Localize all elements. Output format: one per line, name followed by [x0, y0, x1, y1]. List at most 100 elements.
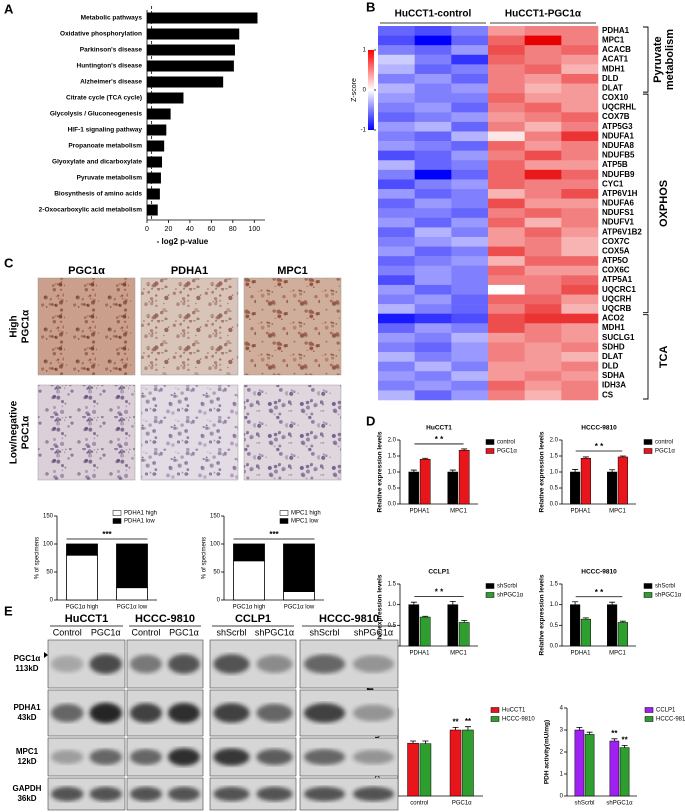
group-bracket	[643, 26, 649, 93]
heatmap-cell	[451, 131, 489, 142]
bar-segment	[66, 543, 98, 556]
heatmap-cell	[378, 169, 415, 180]
group-bracket	[643, 93, 649, 314]
row-label: NDUFA6	[602, 199, 635, 208]
heatmap-cell	[414, 131, 452, 142]
heatmap-cell	[488, 45, 525, 56]
row-label: MPC1	[602, 35, 625, 44]
heatmap-cell	[414, 227, 452, 238]
x-tick-label: 80	[229, 226, 237, 233]
legend-swatch	[643, 439, 653, 445]
heatmap-cell	[378, 217, 415, 228]
bar-segment	[233, 543, 265, 562]
y-tick-label: 1.5	[550, 454, 559, 460]
blot-band	[256, 703, 293, 723]
colorbar-tick-label: 1	[363, 48, 367, 54]
heatmap-cell	[524, 352, 562, 362]
heatmap-cell	[488, 208, 525, 219]
y-axis-label: Relative expression levels	[539, 574, 546, 655]
chart-title: HCCC-9810	[581, 569, 617, 576]
legend-label: PDHA1 low	[124, 519, 155, 525]
blot-band	[51, 703, 84, 723]
heatmap-cell	[451, 284, 489, 295]
blot-band	[213, 654, 250, 674]
error-bar	[422, 615, 429, 618]
heatmap-cell	[378, 121, 415, 132]
heatmap-cell	[378, 323, 415, 334]
blot-band	[213, 786, 250, 802]
heatmap-cell	[414, 121, 452, 132]
ihc-image	[37, 384, 136, 481]
legend-swatch	[485, 583, 495, 589]
heatmap-cell	[561, 323, 599, 334]
heatmap-cell	[488, 121, 525, 132]
heatmap-cell	[561, 236, 599, 247]
heatmap-cell	[378, 35, 415, 46]
heatmap-cell	[378, 54, 415, 65]
heatmap-cell	[378, 332, 415, 343]
blot-band	[303, 786, 346, 802]
category-label: Biosynthesis of amino acids	[54, 191, 142, 198]
legend-label: HCCC-9810	[502, 717, 535, 723]
heatmap-cell	[561, 35, 599, 46]
protein-size: 36kD	[17, 794, 36, 803]
blot-band	[89, 654, 122, 674]
heatmap-cell	[414, 35, 452, 46]
heatmap-cell	[561, 256, 599, 267]
heatmap-cell	[451, 208, 489, 219]
legend-label: CCLP1	[656, 708, 676, 714]
heatmap-cell	[451, 160, 489, 171]
heatmap-cell	[524, 380, 562, 391]
legend-label: PGC1α	[497, 449, 517, 455]
heatmap-cell	[488, 150, 525, 161]
row-group-label: OXPHOS	[658, 180, 670, 227]
blot-band	[89, 702, 122, 724]
heatmap-cell	[524, 198, 562, 209]
heatmap-cell	[524, 332, 562, 343]
heatmap-cell	[488, 313, 525, 324]
heatmap-cell	[414, 323, 452, 334]
bar	[419, 616, 431, 647]
error-bar	[582, 617, 589, 620]
row-label: NDUFA1	[602, 131, 635, 140]
heatmap-cell	[378, 275, 415, 286]
y-tick-label: 1	[560, 772, 564, 778]
heatmap-cell	[414, 390, 452, 401]
bar-segment	[283, 543, 315, 592]
heatmap-cell	[378, 179, 415, 190]
significance: ***	[102, 530, 112, 539]
heatmap-cell	[451, 236, 489, 247]
heatmap-cell	[488, 275, 525, 286]
x-tick-label: PDHA1	[570, 651, 591, 657]
legend-label: control	[497, 440, 515, 446]
heatmap-cell	[524, 179, 562, 190]
heatmap-cell	[488, 198, 525, 209]
bar	[147, 172, 161, 184]
heatmap-cell	[488, 102, 525, 113]
y-tick-label: 50	[46, 570, 53, 576]
legend-label: control	[655, 440, 673, 446]
blot-band	[168, 786, 200, 802]
bar-segment	[116, 587, 148, 601]
legend-label: shPGC1α	[497, 593, 524, 599]
bar	[619, 747, 630, 797]
row-label: ATP6V1B2	[602, 227, 642, 236]
blot-band	[130, 786, 162, 802]
significance: * *	[595, 588, 604, 597]
y-tick-label: 0.5	[550, 623, 559, 629]
heatmap-cell	[561, 131, 599, 142]
x-tick-label: PGC1α	[452, 801, 472, 807]
heatmap-cell	[561, 160, 599, 171]
heatmap-cell	[488, 112, 525, 123]
heatmap-cell	[451, 294, 489, 305]
heatmap-cell	[378, 160, 415, 171]
protein-size: 43kD	[17, 713, 36, 722]
panel-label: E	[4, 603, 13, 618]
bar	[570, 604, 581, 647]
heatmap-cell	[561, 217, 599, 228]
heatmap-cell	[414, 332, 452, 343]
band-arrow	[44, 652, 48, 658]
ihc-row-label: High	[9, 315, 20, 337]
heatmap-cell	[488, 217, 525, 228]
